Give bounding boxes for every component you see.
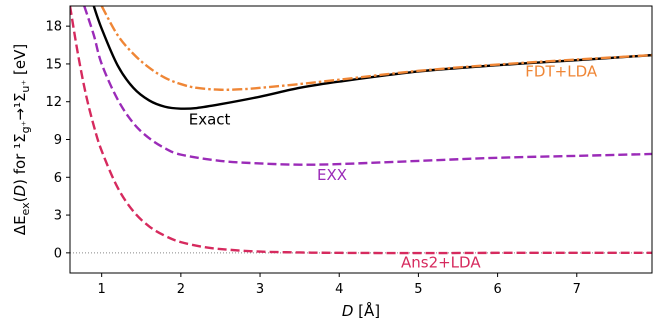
y-tick-label: 15 — [45, 57, 62, 72]
x-tick-label: 2 — [177, 282, 185, 297]
series-line-exact — [92, 6, 652, 110]
series-label-fdt-lda: FDT+LDA — [525, 63, 598, 81]
plot-area — [70, 6, 652, 255]
x-tick-label: 1 — [98, 282, 106, 297]
y-axis-label: ΔEex​(D) for ¹Σg⁺​→¹Σu⁺​ [eV] — [11, 44, 32, 235]
x-tick-label: 4 — [335, 282, 343, 297]
series-line-exx — [83, 6, 652, 166]
y-tick-label: 18 — [45, 20, 62, 35]
x-axis-label: D [Å] — [342, 301, 380, 320]
series-label-ans2-lda: Ans2+LDA — [401, 253, 481, 271]
series-annotations: Exact EXX FDT+LDA Ans2+LDA — [189, 63, 598, 272]
series-label-exx: EXX — [317, 166, 347, 184]
y-tick-label: 9 — [54, 133, 62, 148]
x-tick-label: 3 — [256, 282, 264, 297]
x-tick-label: 6 — [493, 282, 501, 297]
series-label-exact: Exact — [189, 110, 231, 128]
y-tick-label: 12 — [45, 95, 62, 110]
x-tick-label: 5 — [414, 282, 422, 297]
y-tick-label: 6 — [54, 171, 62, 186]
x-tick-label: 7 — [573, 282, 581, 297]
series-line-ans2-lda — [70, 6, 652, 255]
y-tick-label: 0 — [54, 246, 62, 261]
y-tick-label: 3 — [54, 209, 62, 224]
y-axis-ticks: 0 3 6 9 12 15 18 — [45, 20, 70, 261]
series-line-fdt-lda — [100, 6, 652, 91]
x-axis-ticks: 1 2 3 4 5 6 7 — [98, 273, 581, 297]
plot-frame — [69, 5, 653, 274]
